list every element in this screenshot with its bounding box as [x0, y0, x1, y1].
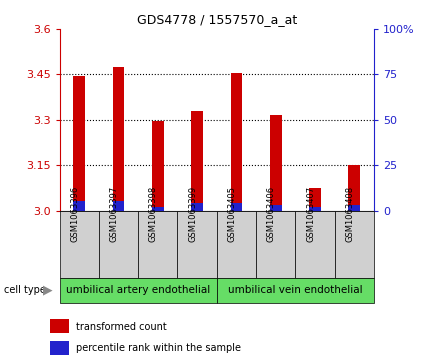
Bar — [335, 211, 374, 278]
Bar — [295, 211, 335, 278]
Text: GSM1063399: GSM1063399 — [188, 186, 197, 242]
Bar — [113, 201, 125, 211]
Bar — [138, 211, 178, 278]
Text: cell type: cell type — [4, 285, 46, 295]
Bar — [113, 67, 125, 211]
Title: GDS4778 / 1557570_a_at: GDS4778 / 1557570_a_at — [136, 13, 297, 26]
Bar — [73, 76, 85, 211]
Text: umbilical vein endothelial: umbilical vein endothelial — [228, 285, 363, 295]
Bar — [152, 207, 164, 211]
Bar — [50, 319, 69, 333]
Bar — [60, 278, 217, 303]
Text: GSM1063405: GSM1063405 — [227, 186, 236, 242]
Text: GSM1063397: GSM1063397 — [110, 186, 119, 242]
Bar — [348, 205, 360, 211]
Bar — [217, 278, 374, 303]
Bar — [60, 211, 99, 278]
Bar — [152, 121, 164, 211]
Bar — [309, 207, 321, 211]
Bar — [230, 203, 242, 211]
Bar — [191, 111, 203, 211]
Text: GSM1063406: GSM1063406 — [267, 186, 276, 242]
Bar — [270, 205, 282, 211]
Text: transformed count: transformed count — [76, 322, 167, 331]
Text: percentile rank within the sample: percentile rank within the sample — [76, 343, 241, 353]
Bar — [99, 211, 138, 278]
Text: umbilical artery endothelial: umbilical artery endothelial — [66, 285, 210, 295]
Text: GSM1063398: GSM1063398 — [149, 186, 158, 242]
Text: ▶: ▶ — [42, 284, 52, 297]
Text: GSM1063396: GSM1063396 — [70, 186, 79, 242]
Bar — [309, 188, 321, 211]
Bar — [270, 115, 282, 211]
Bar — [191, 203, 203, 211]
Bar — [73, 201, 85, 211]
Text: GSM1063407: GSM1063407 — [306, 186, 315, 242]
Bar — [50, 341, 69, 355]
Bar — [178, 211, 217, 278]
Bar — [256, 211, 295, 278]
Text: GSM1063408: GSM1063408 — [346, 186, 354, 242]
Bar — [348, 165, 360, 211]
Bar — [230, 73, 242, 211]
Bar — [217, 211, 256, 278]
